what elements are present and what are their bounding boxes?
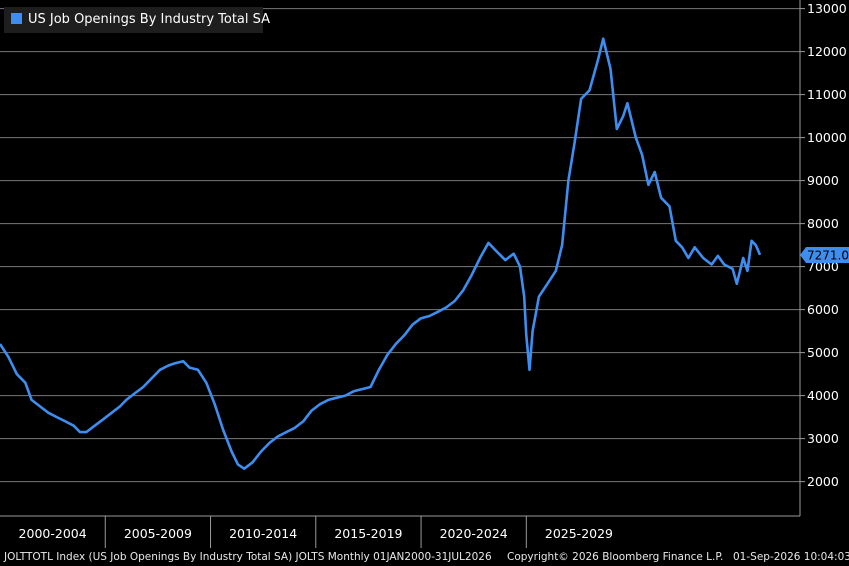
last-value-marker: 7271.0 [800,246,849,263]
x-tick-label: 2000-2004 [19,526,87,541]
y-tick-label: 12000 [807,44,847,59]
y-tick-label: 5000 [807,345,839,360]
footer: JOLTTOTL Index (US Job Openings By Indus… [0,548,849,566]
x-axis-ticks: 2000-2004 2005-2009 2010-2014 2015-2019 2020… [19,516,613,548]
legend[interactable]: US Job Openings By Industry Total SA [4,7,270,33]
legend-swatch [11,13,22,24]
chart: 2000300040005000600070008000900010000110… [0,0,849,548]
footer-timestamp: 01-Sep-2026 10:04:03 [733,551,849,563]
y-tick-label: 4000 [807,388,839,403]
y-tick-label: 8000 [807,216,839,231]
y-tick-label: 2000 [807,474,839,489]
y-tick-label: 13000 [807,1,847,16]
y-tick-label: 11000 [807,87,847,102]
legend-box [4,7,263,33]
y-tick-label: 3000 [807,431,839,446]
y-tick-label: 10000 [807,130,847,145]
series-line [0,37,762,470]
y-tick-label: 9000 [807,173,839,188]
footer-copyright: Copyright© 2026 Bloomberg Finance L.P. [507,551,724,563]
x-tick-label: 2020-2024 [440,526,508,541]
last-value-box [800,246,849,263]
y-tick-label: 6000 [807,302,839,317]
x-tick-label: 2015-2019 [334,526,402,541]
y-axis-ticks: 2000300040005000600070008000900010000110… [800,1,847,489]
footer-security-info: JOLTTOTL Index (US Job Openings By Indus… [4,551,492,563]
plot-background [0,0,800,548]
x-tick-label: 2010-2014 [229,526,297,541]
last-value-label: 7271.0 [807,248,849,262]
x-tick-label: 2025-2029 [545,526,613,541]
legend-label: US Job Openings By Industry Total SA [28,12,270,27]
x-tick-label: 2005-2009 [124,526,192,541]
